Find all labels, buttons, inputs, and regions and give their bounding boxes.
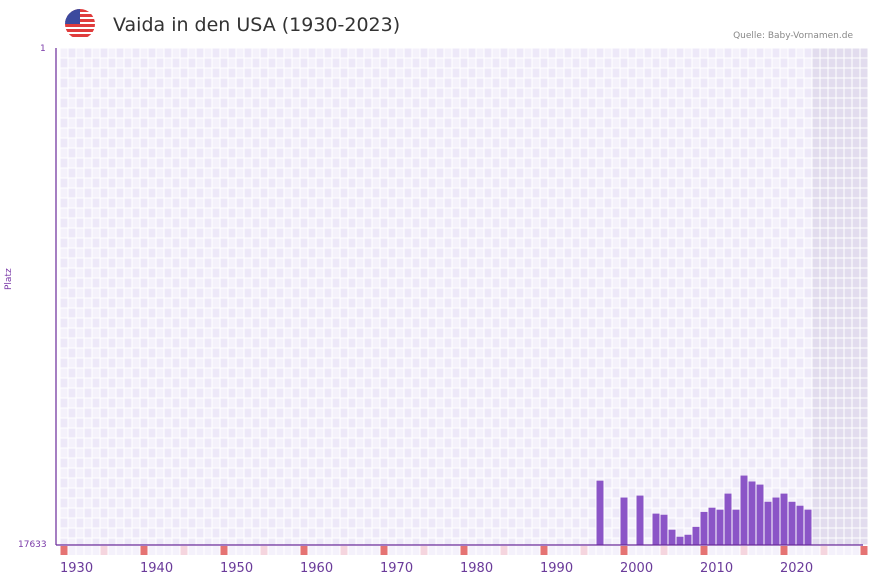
bar-2019 (788, 501, 796, 545)
x-tick-1970: 1970 (380, 561, 414, 576)
bar-2011 (724, 493, 732, 545)
bar-2013 (740, 475, 748, 545)
x-tick-1990: 1990 (540, 561, 574, 576)
bar-2008 (700, 511, 708, 545)
bar-2018 (780, 493, 788, 545)
bar-2017 (772, 497, 780, 545)
source-credit: Quelle: Baby-Vornamen.de (733, 31, 853, 41)
bar-2004 (668, 529, 676, 545)
bar-2009 (708, 507, 716, 545)
x-tick-1930: 1930 (60, 561, 94, 576)
bar-2010 (716, 509, 724, 545)
bar-2000 (636, 495, 644, 545)
x-tick-2000: 2000 (620, 561, 654, 576)
bar-2002 (652, 513, 660, 545)
bar-2005 (676, 536, 684, 545)
x-tick-1940: 1940 (140, 561, 174, 576)
bar-2006 (684, 534, 692, 545)
bar-2020 (796, 505, 804, 545)
y-tick-bottom: 17633 (18, 540, 47, 550)
us-flag-icon (65, 9, 95, 39)
x-tick-2020: 2020 (780, 561, 814, 576)
x-tick-1960: 1960 (300, 561, 334, 576)
x-tick-2010: 2010 (700, 561, 734, 576)
bar-2015 (756, 484, 764, 545)
bar-2021 (804, 509, 812, 545)
bar-2007 (692, 526, 700, 545)
bar-2012 (732, 509, 740, 545)
bar-1995 (596, 480, 604, 545)
x-tick-1950: 1950 (220, 561, 254, 576)
chart-title: Vaida in den USA (1930-2023) (113, 14, 401, 36)
y-tick-top: 1 (40, 44, 46, 54)
bar-2003 (660, 514, 668, 545)
x-tick-1980: 1980 (460, 561, 494, 576)
bar-2016 (764, 501, 772, 545)
bar-1998 (620, 497, 628, 545)
bar-2014 (748, 481, 756, 545)
